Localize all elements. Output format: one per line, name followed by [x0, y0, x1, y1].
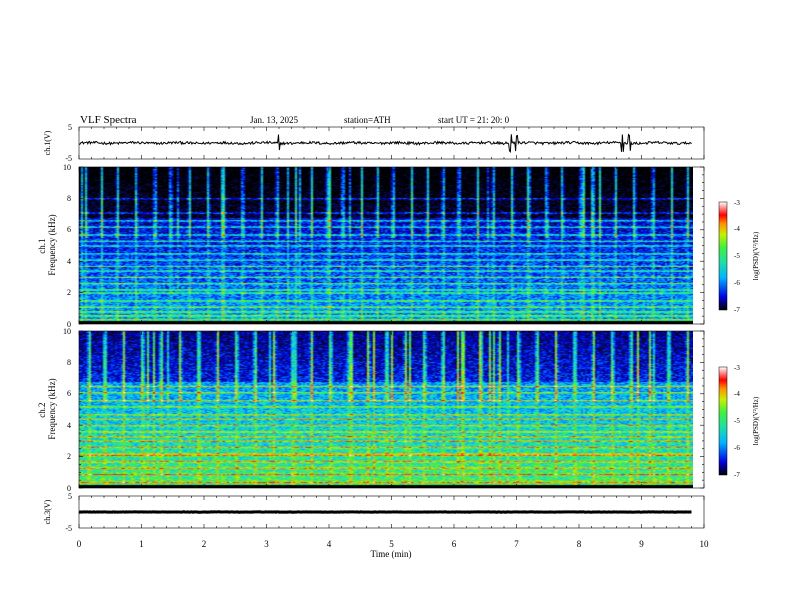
ch2-spectrogram-panel: 0 2 4 6 8 10 ch.2 Frequency (kHz) -3 -4 …: [37, 327, 760, 493]
ch1-cb-tick-m6: -6: [734, 279, 740, 287]
time-tick-label-4: 4: [327, 539, 332, 549]
ch1-waveform-trace: [79, 133, 692, 153]
time-tick-label-7: 7: [514, 539, 519, 549]
ch1-spectrogram-image: [79, 167, 693, 324]
ch2-ytick-10: 10: [63, 327, 71, 336]
ch2-cb-tick-m6: -6: [734, 444, 740, 452]
ch2-cb-tick-m7: -7: [734, 471, 740, 479]
ch2-cb-tick-m4: -4: [734, 390, 740, 398]
ch1-ytick-0: 0: [67, 320, 71, 329]
ch2-colorbar-label: log(PSD)(V²/Hz): [752, 396, 760, 445]
ch1-ytick-6: 6: [67, 225, 71, 234]
ch2-spectrogram-image: [79, 331, 693, 488]
ch1-spectrogram-panel: 0 2 4 6 8 10 ch.1 Frequency (kHz) -3 -4 …: [37, 163, 760, 329]
time-tick-label-0: 0: [77, 539, 82, 549]
ch1-spectrogram-ylabel-line2: Frequency (kHz): [47, 214, 57, 275]
ch2-colorbar-ticks: -3 -4 -5 -6 -7: [734, 364, 740, 479]
time-axis-label: Time (min): [371, 549, 412, 559]
station-label: station=ATH: [344, 115, 391, 125]
ch1-waveform-ylabel: ch.1(V): [43, 130, 52, 155]
start-time-label: start UT = 21: 20: 0: [438, 115, 510, 125]
ch1-ytick-2: 2: [67, 288, 71, 297]
time-tick-label-9: 9: [639, 539, 644, 549]
ch1-waveform-panel: 5 -5 ch.1(V): [43, 123, 705, 163]
ch3-ytick-bottom: -5: [65, 524, 72, 533]
ch2-spectrogram-ylabel: ch.2 Frequency (kHz): [37, 378, 57, 439]
time-tick-label-1: 1: [139, 539, 144, 549]
time-tick-label-5: 5: [389, 539, 394, 549]
ch2-ytick-6: 6: [67, 389, 71, 398]
ch2-ytick-4: 4: [67, 421, 71, 430]
ch1-cb-tick-m4: -4: [734, 225, 740, 233]
ch1-ytick-4: 4: [67, 257, 71, 266]
ch1-spectrogram-ylabel-line1: ch.1: [37, 239, 47, 254]
figure-title: VLF Spectra: [80, 114, 137, 126]
ch1-colorbar-ticks: -3 -4 -5 -6 -7: [734, 199, 740, 314]
ch2-spectrogram-ylabel-line1: ch.2: [37, 403, 47, 418]
ch1-ytick-bottom: -5: [65, 154, 72, 163]
ch1-waveform-ticks: [78, 127, 705, 159]
ch1-ytick-top: 5: [68, 123, 72, 132]
date-label: Jan. 13, 2025: [250, 115, 298, 125]
time-tick-label-6: 6: [452, 539, 457, 549]
ch1-cb-tick-m7: -7: [734, 306, 740, 314]
ch2-cb-tick-m5: -5: [734, 417, 740, 425]
ch2-colorbar: [718, 366, 728, 476]
ch1-ytick-10: 10: [63, 163, 71, 172]
ch2-ytick-0: 0: [67, 484, 71, 493]
ch1-colorbar-label: log(PSD)(V²/Hz): [752, 231, 760, 280]
ch2-cb-tick-m3: -3: [734, 364, 740, 372]
ch2-spectrogram-ticks: [78, 330, 705, 489]
time-tick-label-10: 10: [700, 539, 710, 549]
ch1-cb-tick-m5: -5: [734, 252, 740, 260]
ch2-ytick-2: 2: [67, 452, 71, 461]
ch1-colorbar: [718, 201, 728, 311]
time-tick-label-8: 8: [577, 539, 582, 549]
time-axis-tick-labels: 0 1 2 3 4 5 6 7 8 9 10: [77, 539, 709, 549]
ch3-ytick-top: 5: [68, 492, 72, 501]
ch3-waveform-ticks: [78, 496, 705, 528]
ch1-spectrogram-ticks: [78, 166, 705, 325]
ch2-spectrogram-ylabel-line2: Frequency (kHz): [47, 378, 57, 439]
ch1-cb-tick-m3: -3: [734, 199, 740, 207]
ch2-ytick-8: 8: [67, 358, 71, 367]
time-tick-label-3: 3: [264, 539, 269, 549]
ch3-waveform-ylabel: ch.3(V): [43, 499, 52, 524]
ch1-ytick-8: 8: [67, 194, 71, 203]
ch1-spectrogram-ylabel: ch.1 Frequency (kHz): [37, 214, 57, 275]
time-tick-label-2: 2: [202, 539, 207, 549]
ch3-waveform-panel: 5 -5 ch.3(V) 0 1 2 3 4 5 6 7 8 9 10 Time (min): [43, 492, 709, 559]
